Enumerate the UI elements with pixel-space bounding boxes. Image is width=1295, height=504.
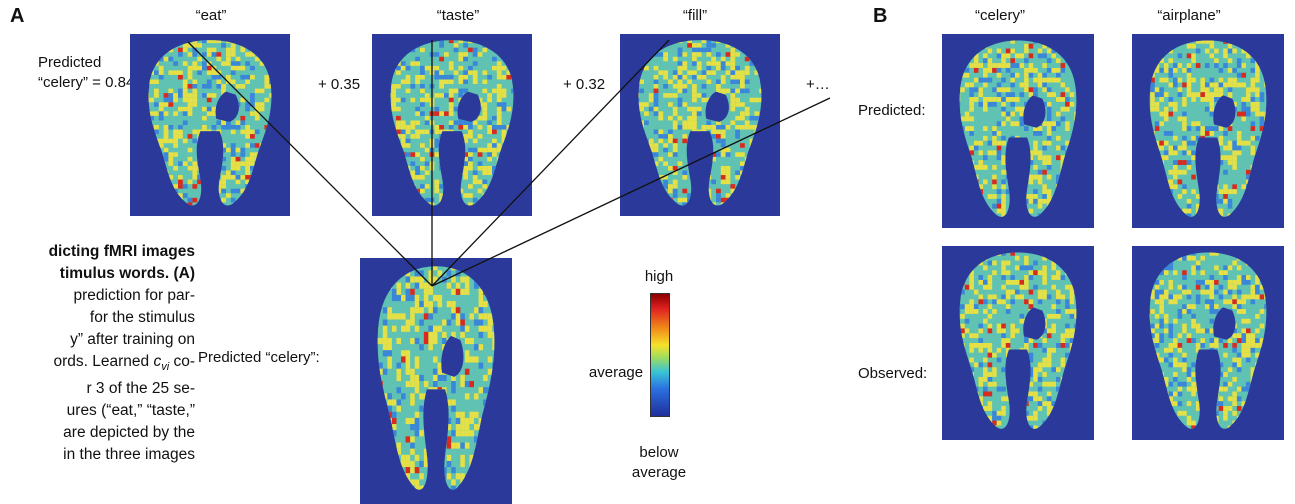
- word-eat: “eat”: [195, 7, 227, 24]
- panel-b-col-airplane: “airplane”: [1157, 7, 1221, 24]
- caption-line: are depicted by the: [63, 424, 195, 442]
- brain-map-airplane-predicted: [1132, 34, 1284, 228]
- colorbar-below-label-line1: below: [639, 444, 679, 461]
- brain-map-eat: [130, 34, 290, 216]
- brain-map-predicted-celery: [360, 258, 512, 504]
- connector-fill: [431, 39, 670, 287]
- brain-map-celery-predicted: [942, 34, 1094, 228]
- predicted-label-line1: Predicted: [38, 54, 102, 71]
- figure-caption: dicting fMRI images timulus words. (A) p…: [0, 241, 195, 466]
- panel-b-row-predicted: Predicted:: [858, 102, 926, 119]
- caption-line: in the three images: [63, 446, 195, 464]
- caption-line: dicting fMRI images: [48, 243, 195, 260]
- caption-line: prediction for par-: [73, 287, 195, 304]
- connector-more: [431, 97, 831, 287]
- caption-line6-text: ords. Learned: [53, 353, 150, 370]
- coefficient-more: +…: [806, 76, 830, 93]
- caption-line: ords. Learned cvi co-: [0, 351, 195, 378]
- caption-var: c: [153, 353, 162, 370]
- colorbar-below-label-line2: average: [631, 464, 687, 481]
- panel-b-letter: B: [873, 5, 888, 27]
- colorbar-average-label: average: [588, 364, 644, 381]
- result-label: Predicted “celery”:: [198, 349, 320, 366]
- caption-line: y” after training on: [70, 331, 195, 348]
- brain-map-taste: [372, 34, 532, 216]
- caption-line6-end: co-: [169, 353, 195, 370]
- coefficient-fill: + 0.32: [563, 76, 606, 93]
- predicted-label-line2: “celery” = 0.84: [38, 74, 135, 91]
- caption-line: for the stimulus: [89, 309, 195, 326]
- word-taste: “taste”: [436, 7, 480, 24]
- panel-b-row-observed: Observed:: [858, 365, 928, 382]
- brain-map-celery-observed: [942, 246, 1094, 440]
- brain-map-airplane-observed: [1132, 246, 1284, 440]
- caption-sub: vi: [161, 361, 170, 374]
- panel-a-letter: A: [10, 5, 25, 27]
- caption-line: r 3 of the 25 se-: [86, 380, 195, 398]
- panel-b-col-celery: “celery”: [974, 7, 1025, 24]
- caption-line-text: timulus words. (A): [59, 265, 195, 282]
- word-fill: “fill”: [682, 7, 708, 24]
- caption-line: timulus words. (A): [0, 263, 195, 285]
- connector-eat: [187, 41, 433, 287]
- coefficient-taste: + 0.35: [318, 76, 361, 93]
- colorbar-high-label: high: [644, 268, 674, 285]
- caption-line: ures (“eat,” “taste,”: [66, 402, 195, 420]
- colorbar: [650, 293, 670, 417]
- brain-map-fill: [620, 34, 780, 216]
